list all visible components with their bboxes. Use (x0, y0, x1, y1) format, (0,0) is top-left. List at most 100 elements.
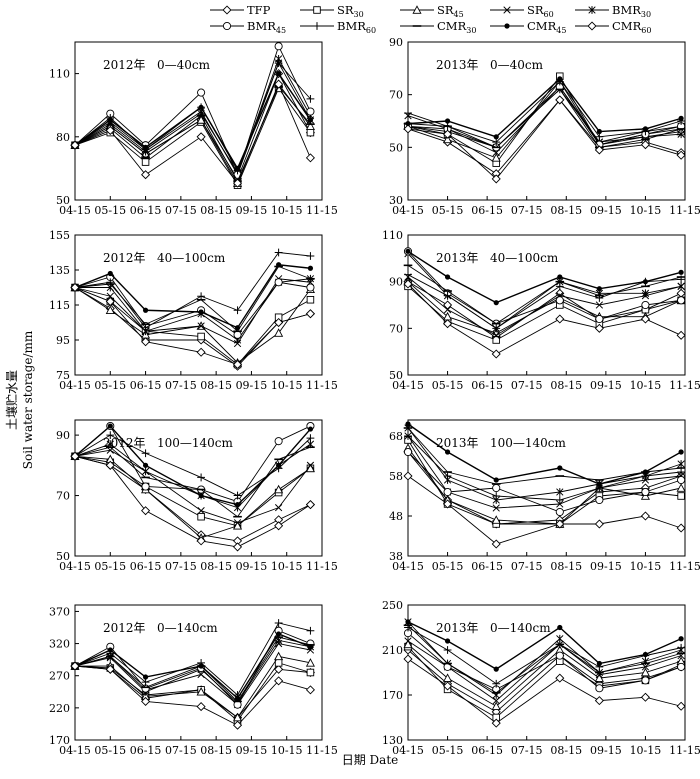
data-point (677, 492, 685, 500)
data-point (641, 300, 650, 310)
x-tick-label: 04-15 (59, 560, 91, 573)
data-point (676, 483, 686, 492)
x-tick-label: 05-15 (94, 560, 126, 573)
data-point (198, 492, 204, 499)
chart-panel: 30 50 70 90 04-15 05-15 06-15 07-15 08-15 09-15 10… (389, 36, 700, 217)
data-point (232, 521, 243, 530)
data-point (233, 359, 243, 370)
data-point (233, 720, 243, 730)
data-point (198, 104, 204, 110)
data-point (557, 465, 563, 471)
y-axis-title-en: Soil water storage/mm (21, 330, 35, 469)
y-tick-label: 50 (389, 141, 403, 154)
x-tick-label: 10-15 (271, 560, 303, 573)
data-point (492, 504, 500, 512)
data-point (233, 542, 243, 552)
data-point (105, 296, 115, 307)
legend-label: CMR60 (612, 19, 651, 35)
data-point (492, 696, 500, 705)
data-point (443, 499, 453, 509)
x-tick-label: 04-15 (392, 744, 424, 757)
data-point (405, 248, 411, 254)
x-tick-label: 11-15 (306, 744, 338, 757)
data-point (274, 664, 284, 674)
y-tick-label: 220 (49, 702, 70, 715)
data-point (640, 511, 650, 521)
series (405, 421, 684, 487)
legend-marker (587, 21, 597, 31)
data-point (596, 286, 602, 292)
data-point (141, 323, 150, 332)
data-point (107, 117, 113, 123)
data-point (305, 309, 315, 319)
x-tick-label: 10-15 (630, 744, 662, 757)
x-tick-label: 05-15 (432, 204, 464, 217)
data-point (444, 638, 451, 644)
x-tick-label: 08-15 (550, 744, 582, 757)
legend-label: SR45 (437, 3, 464, 19)
data-point (234, 695, 241, 701)
data-point (555, 651, 564, 660)
legend-label: SR60 (527, 3, 554, 19)
legend-label-subscript: 45 (556, 26, 566, 35)
data-point (493, 666, 499, 672)
x-tick-label: 07-15 (165, 744, 197, 757)
data-point (443, 487, 452, 497)
data-point (305, 685, 315, 695)
x-tick-label: 08-15 (550, 204, 582, 217)
series (403, 88, 686, 149)
data-point (491, 153, 501, 162)
y-tick-label: 70 (389, 322, 403, 335)
legend-label-name: CMR (612, 19, 642, 33)
series (403, 471, 686, 549)
x-tick-label: 04-15 (59, 379, 91, 392)
x-tick-label: 11-15 (306, 204, 338, 217)
data-point (141, 696, 151, 706)
legend-label-name: BMR (612, 3, 641, 17)
x-tick-label: 06-15 (471, 560, 503, 573)
y-axis-title-cn: 土壤贮水量 (4, 370, 19, 430)
series (403, 639, 686, 710)
legend-label: TFP (247, 3, 271, 17)
data-point (196, 132, 206, 142)
legend-label-subscript: 60 (544, 10, 554, 19)
data-point (678, 449, 684, 455)
data-point (233, 178, 243, 188)
data-point (307, 644, 314, 650)
x-tick-label: 04-15 (392, 379, 424, 392)
x-tick-label: 04-15 (392, 204, 424, 217)
data-point (70, 661, 80, 671)
y-tick-label: 250 (382, 599, 403, 612)
y-tick-label: 320 (49, 638, 70, 651)
legend-label: CMR45 (527, 19, 566, 35)
legend-label-name: SR (527, 3, 544, 17)
series (405, 248, 684, 306)
y-tick-label: 370 (49, 605, 70, 618)
data-point (306, 668, 315, 677)
data-point (594, 145, 604, 155)
data-point (305, 121, 315, 131)
data-point (596, 481, 602, 487)
data-point (141, 449, 150, 458)
legend-item: CMR60 (575, 19, 651, 35)
legend-label-name: SR (337, 3, 354, 17)
legend-label: SR30 (337, 3, 364, 19)
data-point (306, 107, 315, 116)
data-point (142, 144, 149, 150)
data-point (274, 651, 284, 661)
y-tick-label: 110 (49, 68, 70, 81)
data-point (306, 128, 315, 137)
y-tick-label: 30 (389, 194, 403, 207)
x-tick-label: 04-15 (59, 204, 91, 217)
data-point (641, 289, 650, 298)
data-point (274, 79, 284, 89)
x-tick-label: 08-15 (200, 204, 232, 217)
data-point (106, 292, 114, 300)
data-point (492, 324, 501, 333)
data-point (142, 307, 149, 313)
data-point (403, 279, 413, 289)
data-point (106, 278, 115, 287)
series-line (407, 475, 682, 545)
legend-item: TFP (210, 3, 271, 17)
data-point (557, 624, 563, 631)
